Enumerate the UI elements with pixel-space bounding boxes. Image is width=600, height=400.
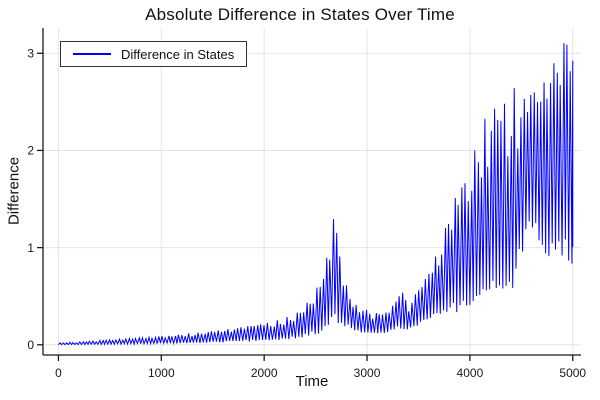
x-tick-label: 0 xyxy=(55,366,62,380)
y-tick-label: 0 xyxy=(27,338,34,352)
legend: Difference in States xyxy=(60,41,248,67)
x-tick-label: 4000 xyxy=(457,366,484,380)
y-tick-label: 3 xyxy=(27,46,34,60)
legend-label: Difference in States xyxy=(121,46,235,62)
y-tick-label: 1 xyxy=(27,241,34,255)
y-tick-label: 2 xyxy=(27,144,34,158)
x-tick-label: 5000 xyxy=(559,366,586,380)
series-line xyxy=(58,43,574,346)
x-axis-title: Time xyxy=(295,373,329,390)
y-axis-title: Difference xyxy=(5,156,23,226)
chart-title: Absolute Difference in States Over Time xyxy=(145,5,455,24)
x-tick-label: 2000 xyxy=(251,366,278,380)
x-tick-label: 1000 xyxy=(148,366,175,380)
legend-line-sample xyxy=(73,53,111,55)
x-tick-label: 3000 xyxy=(354,366,381,380)
